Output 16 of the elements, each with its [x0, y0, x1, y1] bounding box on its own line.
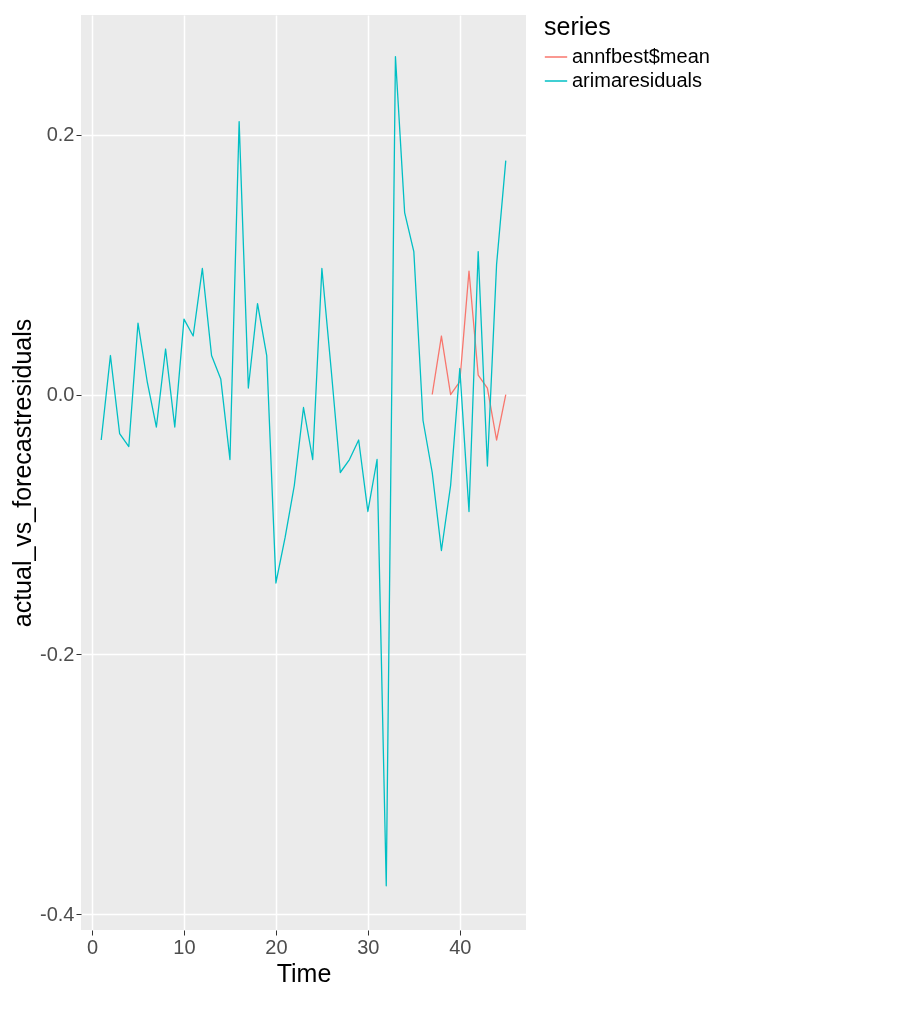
line-series [100, 55, 507, 887]
y-tick-label: 0.2 [46, 123, 75, 146]
x-tick-label: 10 [173, 935, 196, 958]
y-tick-label: 0.0 [46, 383, 75, 406]
x-tick-label: 20 [265, 935, 288, 958]
legend-label: annfbest$mean [572, 45, 710, 67]
legend-label: arimaresiduals [572, 69, 703, 91]
y-tick-label: -0.2 [40, 642, 75, 665]
x-axis-title: Time [276, 958, 332, 987]
y-tick-label: -0.4 [40, 902, 75, 925]
legend-title: series [544, 12, 611, 40]
x-tick-label: 40 [449, 935, 472, 958]
y-axis-title: actual_vs_forecastresiduals [8, 318, 37, 628]
x-tick-label: 0 [86, 935, 99, 958]
x-tick-label: 30 [357, 935, 380, 958]
line-series [431, 270, 507, 441]
